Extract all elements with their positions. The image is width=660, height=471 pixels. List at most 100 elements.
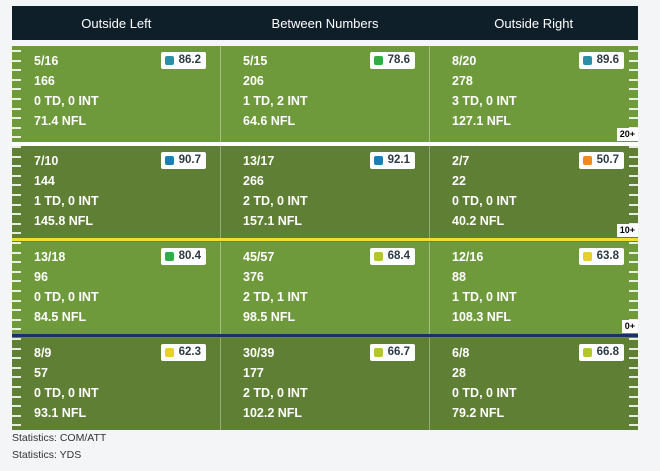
yards: 376 (243, 270, 264, 284)
hash-mark (629, 347, 638, 350)
nfl-rating: 145.8 NFL (34, 214, 94, 228)
hash-mark (629, 59, 638, 62)
grade-badge: 92.1 (369, 152, 415, 169)
hash-mark (629, 251, 638, 254)
zone-cell[interactable]: 13/18 96 0 TD, 0 INT 84.5 NFL 80.4 (12, 242, 220, 334)
yards: 206 (243, 74, 264, 88)
grade-color-swatch (582, 348, 592, 357)
yards: 144 (34, 174, 55, 188)
grade-color-swatch (164, 156, 174, 165)
yard-line-divider (12, 142, 638, 146)
yards: 28 (452, 366, 466, 380)
hash-mark (629, 280, 638, 283)
zone-cell[interactable]: 2/7 22 0 TD, 0 INT 40.2 NFL 50.7 (429, 146, 638, 238)
hash-mark (629, 69, 638, 72)
nfl-rating: 108.3 NFL (452, 310, 512, 324)
td-int: 2 TD, 1 INT (243, 290, 308, 304)
hash-mark (629, 414, 638, 417)
hash-mark (12, 376, 21, 379)
hash-mark (12, 347, 21, 350)
completions-attempts: 45/57 (243, 250, 275, 264)
hash-mark (12, 290, 21, 292)
zone-row: 13/18 96 0 TD, 0 INT 84.5 NFL 80.4 45/57 376 2 … (12, 242, 638, 334)
yards: 177 (243, 366, 264, 380)
zone-cell[interactable]: 45/57 376 2 TD, 1 INT 98.5 NFL 68.4 (220, 242, 429, 334)
zone-row: 5/16 166 0 TD, 0 INT 71.4 NFL 86.2 5/15 206 1 T… (12, 46, 638, 142)
hash-mark (12, 174, 21, 177)
hash-mark (12, 59, 21, 62)
zone-cell[interactable]: 8/20 278 3 TD, 0 INT 127.1 NFL 89.6 (429, 46, 638, 142)
football-field: 5/16 166 0 TD, 0 INT 71.4 NFL 86.2 5/15 206 1 T… (12, 46, 638, 430)
completions-attempts: 13/17 (243, 154, 275, 168)
hash-mark (12, 126, 21, 129)
grade-value: 92.1 (387, 154, 410, 166)
hash-mark (12, 222, 21, 225)
grade-value: 66.7 (387, 346, 410, 358)
hash-mark (12, 424, 21, 427)
hash-mark (12, 270, 21, 273)
hash-mark (629, 376, 638, 379)
hash-mark (12, 261, 21, 264)
grade-badge: 62.3 (160, 344, 206, 361)
grade-value: 50.7 (596, 154, 619, 166)
td-int: 2 TD, 0 INT (243, 194, 308, 208)
nfl-rating: 84.5 NFL (34, 310, 87, 324)
yards: 22 (452, 174, 466, 188)
grade-value: 62.3 (178, 346, 201, 358)
hash-mark (12, 338, 21, 340)
grade-color-swatch (373, 156, 383, 165)
zone-cell[interactable]: 8/9 57 0 TD, 0 INT 93.1 NFL 62.3 (12, 338, 220, 430)
grade-color-swatch (373, 56, 383, 65)
hash-mark (12, 203, 21, 206)
column-header: Outside Left Between Numbers Outside Rig… (12, 6, 638, 40)
nfl-rating: 102.2 NFL (243, 406, 303, 420)
hash-mark (629, 328, 638, 331)
td-int: 0 TD, 0 INT (34, 94, 99, 108)
zone-cell[interactable]: 12/16 88 1 TD, 0 INT 108.3 NFL 63.8 (429, 242, 638, 334)
nfl-rating: 64.6 NFL (243, 114, 296, 128)
yard-marker: 20+ (616, 128, 638, 141)
hash-mark (629, 232, 638, 235)
nfl-rating: 79.2 NFL (452, 406, 505, 420)
hash-mark (629, 165, 638, 168)
hash-mark (629, 107, 638, 110)
hash-mark (629, 126, 638, 129)
zone-cell[interactable]: 5/15 206 1 TD, 2 INT 64.6 NFL 78.6 (220, 46, 429, 142)
hash-mark (629, 405, 638, 408)
hash-mark (629, 78, 638, 81)
hash-mark (629, 242, 638, 244)
nfl-rating: 40.2 NFL (452, 214, 505, 228)
grade-badge: 50.7 (578, 152, 624, 169)
completions-attempts: 7/10 (34, 154, 59, 168)
hash-mark (629, 424, 638, 427)
hash-mark (12, 366, 21, 369)
grade-value: 63.8 (596, 250, 619, 262)
completions-attempts: 30/39 (243, 346, 275, 360)
hash-mark (12, 165, 21, 168)
yard-marker: 10+ (616, 224, 638, 237)
zone-cell[interactable]: 7/10 144 1 TD, 0 INT 145.8 NFL 90.7 (12, 146, 220, 238)
column-between-numbers[interactable]: Between Numbers (271, 15, 379, 31)
column-outside-left[interactable]: Outside Left (81, 15, 152, 31)
yards: 266 (243, 174, 264, 188)
hash-mark (629, 117, 638, 120)
hash-mark (629, 203, 638, 206)
grade-badge: 68.4 (369, 248, 415, 265)
nfl-rating: 71.4 NFL (34, 114, 87, 128)
hash-mark (12, 309, 21, 312)
zone-cell[interactable]: 13/17 266 2 TD, 0 INT 157.1 NFL 92.1 (220, 146, 429, 238)
hash-mark (629, 222, 638, 225)
grade-badge: 78.6 (369, 52, 415, 69)
hash-mark (629, 155, 638, 158)
hash-mark (12, 357, 21, 360)
td-int: 1 TD, 0 INT (452, 290, 517, 304)
footnote-comp-att: Statistics: COM/ATT (12, 432, 107, 444)
hash-mark (629, 136, 638, 139)
zone-cell[interactable]: 6/8 28 0 TD, 0 INT 79.2 NFL 66.8 (429, 338, 638, 430)
column-outside-right[interactable]: Outside Right (494, 15, 574, 31)
zone-cell[interactable]: 5/16 166 0 TD, 0 INT 71.4 NFL 86.2 (12, 46, 220, 142)
grade-badge: 86.2 (160, 52, 206, 69)
hash-mark (629, 194, 638, 196)
td-int: 1 TD, 0 INT (34, 194, 99, 208)
zone-cell[interactable]: 30/39 177 2 TD, 0 INT 102.2 NFL 66.7 (220, 338, 429, 430)
